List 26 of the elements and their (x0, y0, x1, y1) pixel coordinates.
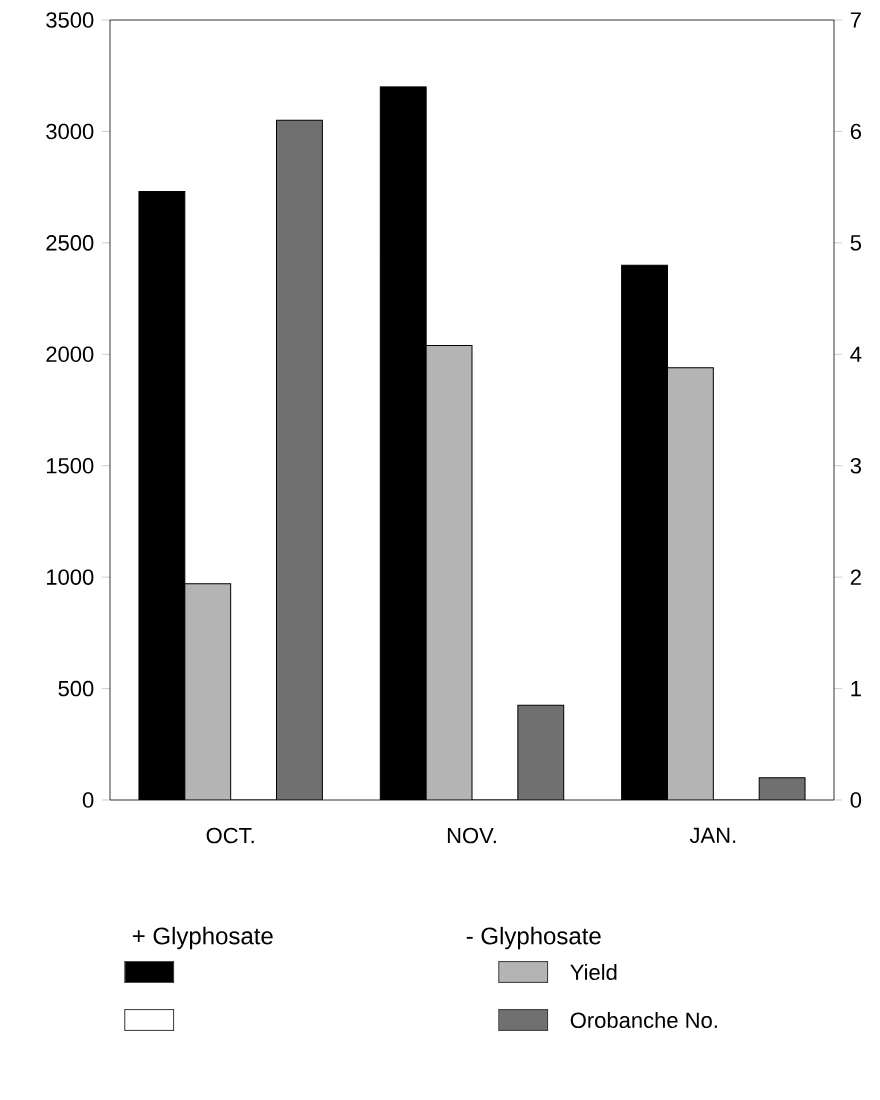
x-tick-label: NOV. (447, 827, 496, 844)
y-tick-label: 2500 (46, 235, 94, 251)
bar (184, 583, 231, 801)
text: - Glyphosate (466, 926, 601, 950)
y2-tick-label: 0 (850, 792, 862, 808)
y-tick-label: 3000 (46, 123, 94, 140)
legend-label: Orobanche No. (570, 1011, 717, 1029)
y2-tick-label: 5 (850, 235, 862, 251)
bar (666, 367, 714, 801)
x-tick-label: OCT. (206, 827, 254, 844)
bar (426, 345, 472, 801)
legend-label: Yield (570, 963, 617, 981)
y-tick-label: 500 (58, 680, 94, 697)
y-tick-label: 1000 (46, 569, 94, 585)
y2-tick-label: 2 (850, 569, 861, 585)
y2-tick-label: 4 (850, 346, 862, 362)
y2-tick-label: 7 (850, 12, 861, 28)
y2-tick-label: 1 (851, 681, 861, 697)
x-tick-label: JAN. (689, 827, 736, 844)
y-tick-label: 2000 (46, 346, 94, 363)
text: + Glyphosate (132, 926, 273, 950)
y2-tick-label: 3 (850, 457, 861, 474)
y-tick-label: 3500 (46, 12, 94, 28)
y-tick-label: 1500 (46, 457, 94, 474)
y2-tick-label: 6 (850, 123, 861, 140)
y-tick-label: 0 (82, 792, 94, 808)
